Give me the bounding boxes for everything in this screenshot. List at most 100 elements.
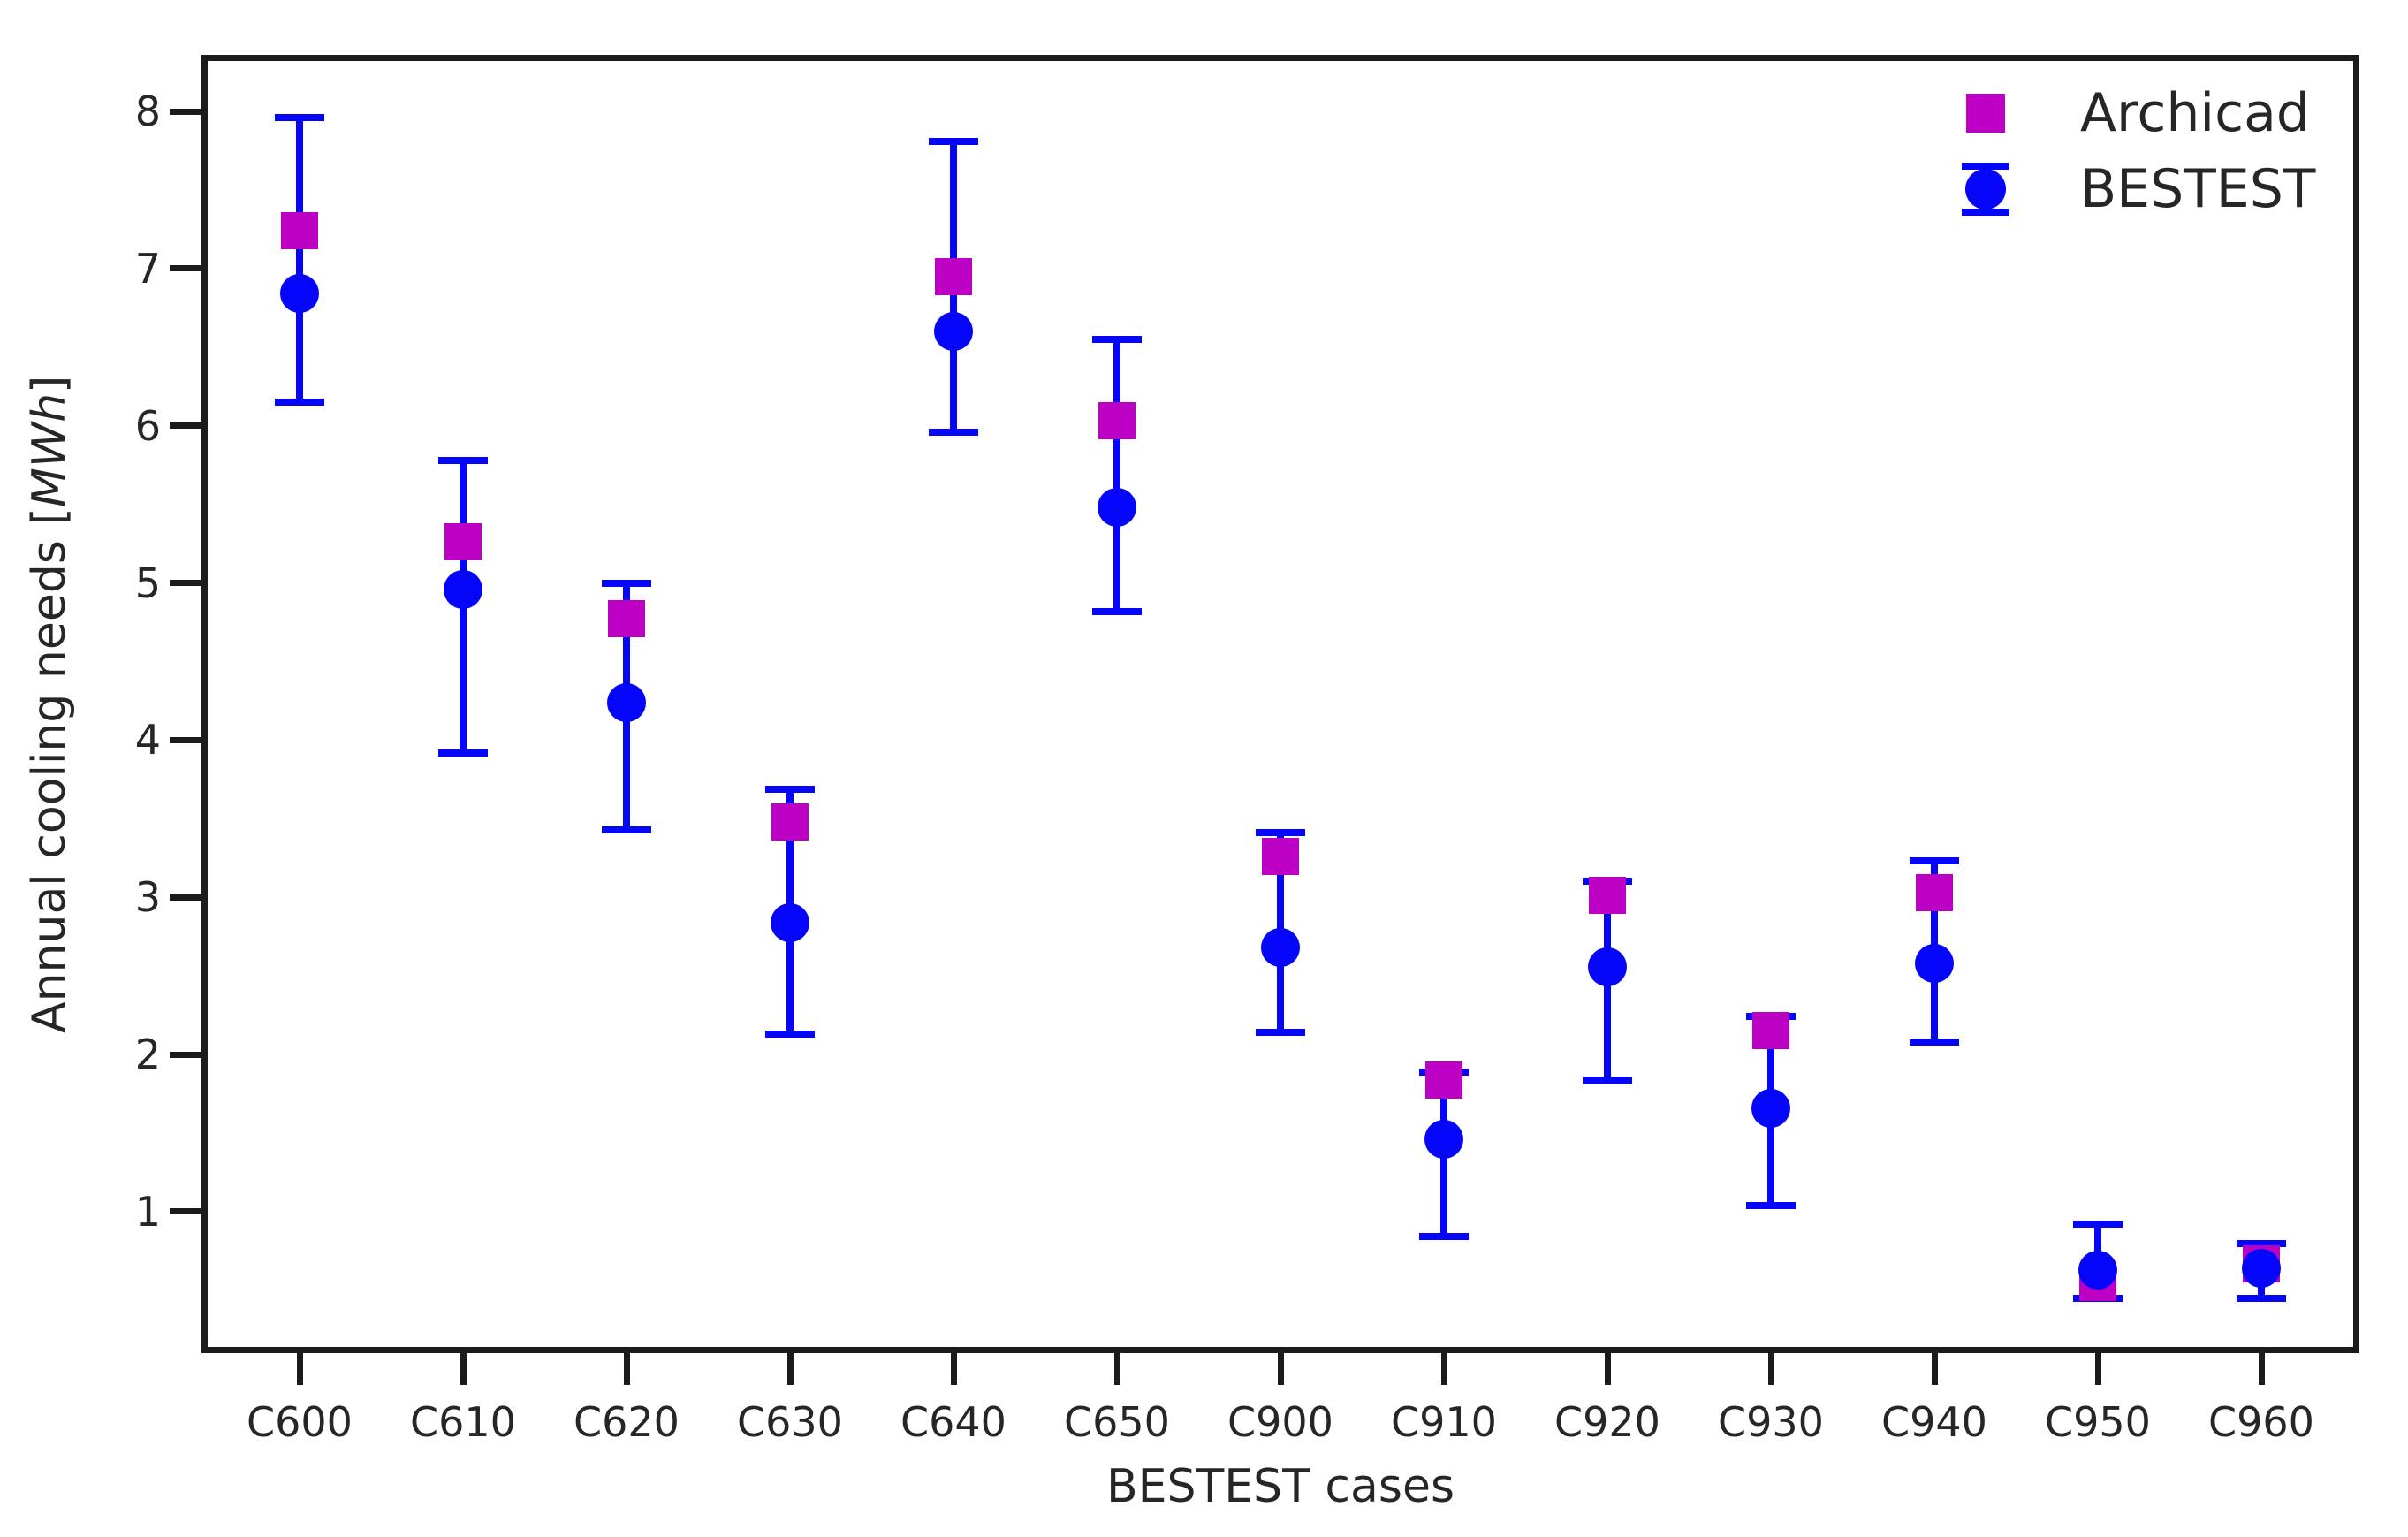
- y-tick: [170, 580, 201, 587]
- x-tick: [786, 1353, 794, 1385]
- y-tick-label: 7: [134, 244, 161, 293]
- legend-entry-bestest: BESTEST: [1926, 151, 2386, 227]
- archicad-point-C910: [1425, 1061, 1462, 1099]
- bestest-point-C950: [2078, 1250, 2117, 1290]
- bestest-point-C910: [1424, 1120, 1463, 1160]
- errorbar-cap-bottom-C610: [438, 749, 488, 757]
- errorbar-cap-top-C640: [929, 137, 978, 145]
- y-tick: [170, 265, 201, 272]
- errorbar-cap-top-C600: [275, 114, 324, 122]
- bestest-point-C630: [771, 902, 809, 942]
- archicad-point-C650: [1098, 402, 1136, 440]
- archicad-point-C620: [608, 600, 645, 638]
- y-tick-label: 4: [134, 716, 161, 765]
- bestest-point-C620: [607, 682, 646, 722]
- errorbar-cap-bottom-C920: [1583, 1076, 1632, 1084]
- errorbar-C600: [296, 118, 303, 403]
- errorbar-C650: [1113, 339, 1120, 612]
- errorbar-cap-bottom-C900: [1256, 1029, 1305, 1037]
- y-tick-label: 1: [134, 1187, 161, 1236]
- x-tick: [1113, 1353, 1120, 1385]
- y-tick: [170, 1208, 201, 1215]
- y-tick-label: 3: [134, 873, 161, 922]
- archicad-point-C640: [935, 257, 972, 295]
- errorbar-cap-top-C650: [1092, 335, 1142, 343]
- errorbar-cap-bottom-C910: [1419, 1233, 1469, 1241]
- bestest-point-C940: [1915, 943, 1954, 983]
- x-tick-label: C650: [1064, 1398, 1170, 1446]
- bestest-circle-icon: [1965, 169, 2006, 209]
- y-tick-label: 5: [134, 559, 161, 607]
- archicad-square-icon: [1966, 94, 2005, 133]
- x-tick-label: C900: [1227, 1398, 1333, 1446]
- x-tick: [1277, 1353, 1284, 1385]
- archicad-point-C610: [444, 523, 482, 561]
- errorbar-cap-top-C900: [1256, 829, 1305, 837]
- x-tick: [296, 1353, 303, 1385]
- legend: Archicad BESTEST: [1926, 75, 2386, 227]
- archicad-point-C600: [281, 212, 318, 250]
- x-tick: [2258, 1353, 2265, 1385]
- x-tick-label: C930: [1718, 1398, 1824, 1446]
- x-tick: [1767, 1353, 1774, 1385]
- archicad-point-C630: [771, 803, 809, 841]
- errorbar-cap-bottom-C930: [1746, 1201, 1796, 1209]
- x-tick-label: C640: [900, 1398, 1006, 1446]
- legend-label-archicad: Archicad: [2080, 82, 2310, 144]
- bestest-point-C650: [1098, 488, 1136, 528]
- x-tick-label: C940: [1881, 1398, 1987, 1446]
- x-tick-label: C610: [410, 1398, 516, 1446]
- errorbar-cap-top-C610: [438, 456, 488, 464]
- y-tick: [170, 736, 201, 743]
- x-tick: [1440, 1353, 1447, 1385]
- archicad-point-C930: [1752, 1012, 1789, 1050]
- y-tick-label: 8: [134, 88, 161, 136]
- x-tick-label: C630: [737, 1398, 843, 1446]
- y-tick: [170, 108, 201, 115]
- legend-entry-archicad: Archicad: [1926, 75, 2386, 151]
- errorbar-cap-bottom-C960: [2237, 1294, 2286, 1302]
- x-tick: [623, 1353, 630, 1385]
- x-tick-label: C620: [574, 1398, 680, 1446]
- y-tick-label: 6: [134, 401, 161, 450]
- x-tick: [460, 1353, 467, 1385]
- errorbar-cap-bottom-C620: [602, 826, 651, 833]
- legend-marker-cell: [1926, 151, 2045, 227]
- bestest-point-C600: [280, 274, 319, 314]
- errorbar-cap-top-C630: [765, 785, 815, 793]
- errorbar-cap-top-C940: [1910, 857, 1959, 865]
- bestest-point-C610: [444, 569, 482, 609]
- x-tick: [1931, 1353, 1938, 1385]
- x-tick-label: C920: [1554, 1398, 1660, 1446]
- y-tick: [170, 894, 201, 901]
- x-tick-label: C950: [2045, 1398, 2151, 1446]
- x-tick: [1604, 1353, 1611, 1385]
- errorbar-cap-icon: [1962, 209, 2009, 216]
- errorbar-cap-top-C960: [2237, 1239, 2286, 1247]
- x-axis-label: BESTEST cases: [1105, 1460, 1455, 1513]
- legend-marker-cell: [1926, 75, 2045, 151]
- x-tick-label: C960: [2208, 1398, 2314, 1446]
- bestest-point-C920: [1588, 947, 1627, 986]
- archicad-point-C940: [1916, 873, 1953, 911]
- x-tick-label: C910: [1391, 1398, 1497, 1446]
- errorbar-cap-top-C620: [602, 579, 651, 587]
- errorbar-cap-top-C950: [2073, 1221, 2123, 1229]
- y-tick-label: 2: [134, 1031, 161, 1079]
- y-tick: [170, 422, 201, 430]
- archicad-point-C920: [1589, 877, 1626, 915]
- bestest-point-C930: [1751, 1088, 1790, 1128]
- bestest-point-C640: [934, 312, 973, 351]
- y-tick: [170, 1051, 201, 1058]
- errorbar-cap-bottom-C640: [929, 428, 978, 436]
- archicad-point-C900: [1262, 838, 1299, 875]
- bestest-point-C900: [1261, 928, 1300, 968]
- errorbar-cap-bottom-C600: [275, 399, 324, 407]
- errorbar-cap-bottom-C650: [1092, 607, 1142, 615]
- plot-area: [201, 55, 2359, 1353]
- errorbar-cap-bottom-C630: [765, 1030, 815, 1038]
- legend-label-bestest: BESTEST: [2080, 158, 2316, 220]
- bestest-point-C960: [2242, 1248, 2281, 1288]
